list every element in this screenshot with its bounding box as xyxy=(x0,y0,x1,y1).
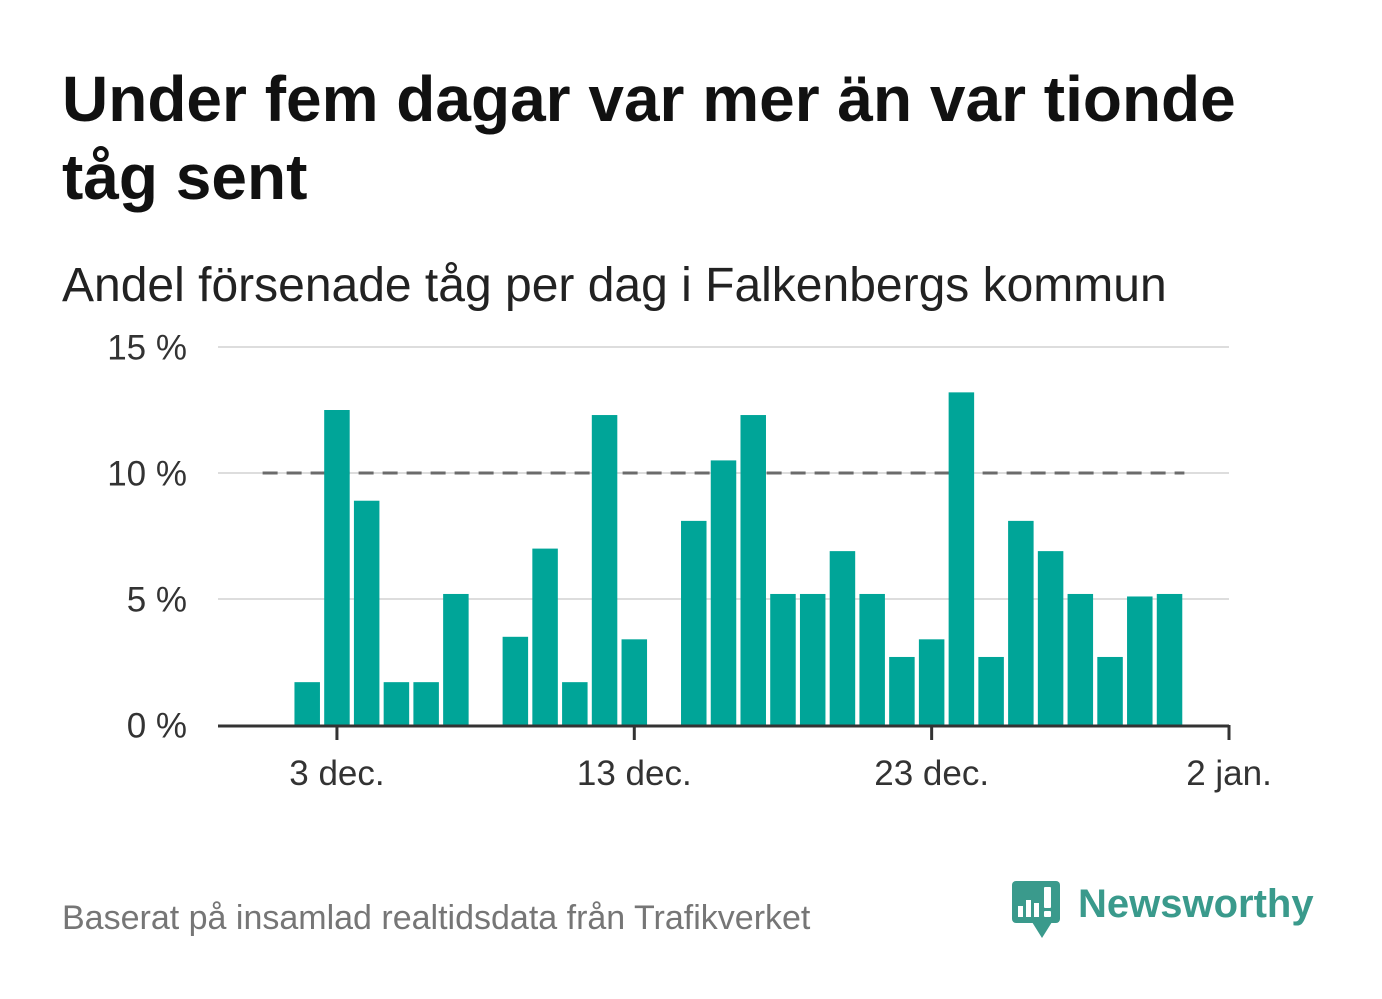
bar-12-dec xyxy=(591,415,618,725)
source-note: Baserat på insamlad realtidsdata från Tr… xyxy=(62,899,811,937)
bar-31-dec xyxy=(1156,593,1183,725)
bar-27-dec xyxy=(1037,551,1064,725)
x-axis-ticks: 3 dec. 13 dec. 23 dec. 2 jan. xyxy=(289,725,1272,793)
bar-22-dec xyxy=(889,656,915,725)
y-axis-labels: 0 % 5 % 10 % 15 % xyxy=(107,329,187,746)
logo-wordmark: Newsworthy xyxy=(1078,882,1314,926)
bar-21-dec xyxy=(859,593,885,725)
bar-26-dec xyxy=(1008,520,1034,725)
bar-20-dec xyxy=(829,551,856,725)
bar-chart: 0 % 5 % 10 % 15 % 3 dec. 13 dec. 23 dec. 2 jan. xyxy=(107,329,1272,794)
x-tick-label-13-dec: 13 dec. xyxy=(577,754,692,793)
bar-11-dec xyxy=(562,682,588,725)
bar-7-dec xyxy=(443,593,469,725)
bar-23-dec xyxy=(918,639,945,725)
chart-subtitle: Andel försenade tåg per dag i Falkenberg… xyxy=(62,259,1167,312)
bar-19-dec xyxy=(799,593,826,725)
bar-24-dec xyxy=(948,392,975,725)
bar-30-dec xyxy=(1127,596,1153,725)
chart-title: Under fem dagar var mer än var tionde tå… xyxy=(62,63,1236,213)
newsworthy-logo-icon xyxy=(1012,881,1060,938)
y-tick-label-10: 10 % xyxy=(107,455,187,494)
y-tick-label-15: 15 % xyxy=(107,329,187,368)
bar-29-dec xyxy=(1097,656,1123,725)
bar-10-dec xyxy=(532,548,558,725)
bars xyxy=(294,392,1183,725)
bar-18-dec xyxy=(770,593,796,725)
bar-4-dec xyxy=(353,500,380,725)
bar-3-dec xyxy=(324,410,350,725)
x-tick-label-23-dec: 23 dec. xyxy=(874,754,989,793)
x-tick-label-2-jan: 2 jan. xyxy=(1186,754,1272,793)
bar-6-dec xyxy=(413,682,439,725)
bar-9-dec xyxy=(502,636,529,725)
bar-16-dec xyxy=(710,460,737,725)
bar-5-dec xyxy=(383,682,410,725)
bar-28-dec xyxy=(1067,593,1094,725)
newsworthy-logo: Newsworthy xyxy=(1010,878,1330,944)
bar-13-dec xyxy=(621,639,648,725)
x-tick-label-3-dec: 3 dec. xyxy=(289,754,384,793)
bar-17-dec xyxy=(740,415,766,725)
bar-15-dec xyxy=(681,520,707,725)
bar-2-dec xyxy=(294,682,320,725)
y-tick-label-0: 0 % xyxy=(127,707,187,746)
y-tick-label-5: 5 % xyxy=(127,581,187,620)
bar-25-dec xyxy=(978,656,1004,725)
